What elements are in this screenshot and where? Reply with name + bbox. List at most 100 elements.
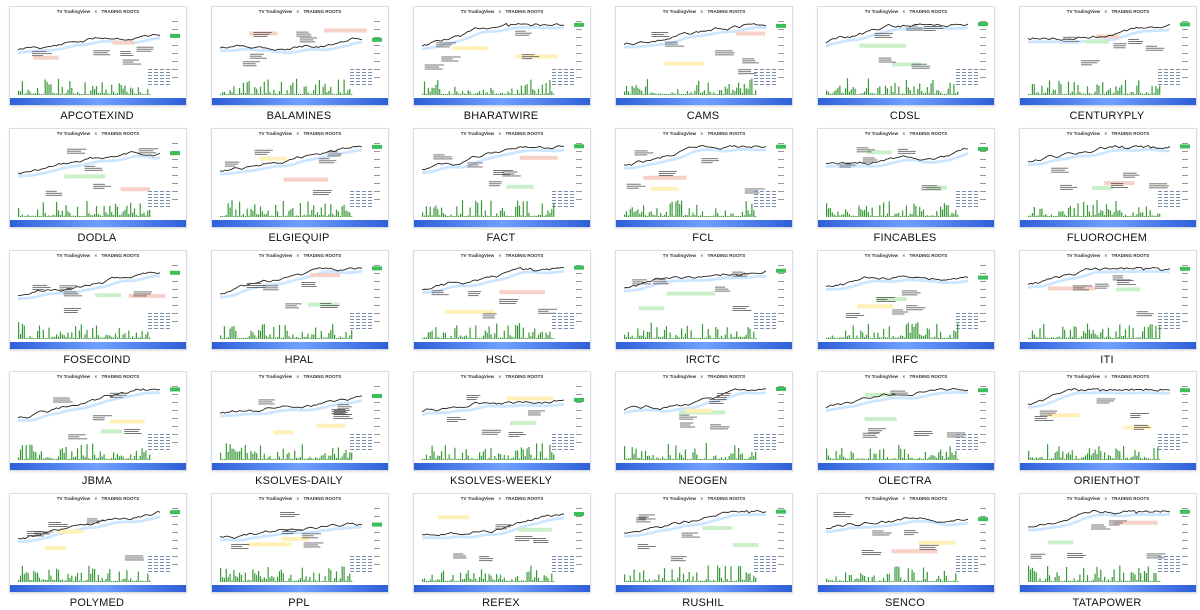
separator-icon: ✕ (498, 374, 502, 379)
ema-band (220, 399, 362, 418)
chart-thumbnail[interactable]: TV TradingView ✕ TRADING ROOTS (817, 250, 995, 350)
chart-thumbnail[interactable]: TV TradingView ✕ TRADING ROOTS (817, 128, 995, 228)
annotation-note (906, 25, 924, 31)
gallery-tile[interactable]: TV TradingView ✕ TRADING ROOTS HSCL (411, 250, 591, 366)
gallery-tile[interactable]: TV TradingView ✕ TRADING ROOTS REFEX (411, 493, 591, 609)
gallery-tile[interactable]: TV TradingView ✕ TRADING ROOTS FINCABLES (815, 128, 995, 244)
chart-thumbnail[interactable]: TV TradingView ✕ TRADING ROOTS (615, 493, 793, 593)
gallery-tile[interactable]: TV TradingView ✕ TRADING ROOTS ORIENTHOT (1017, 371, 1197, 487)
tile-caption[interactable]: FINCABLES (873, 232, 937, 244)
gallery-tile[interactable]: TV TradingView ✕ TRADING ROOTS APCOTEXIND (7, 6, 187, 122)
chart-thumbnail[interactable]: TV TradingView ✕ TRADING ROOTS (9, 128, 187, 228)
chart-thumbnail[interactable]: TV TradingView ✕ TRADING ROOTS (1019, 128, 1197, 228)
tile-caption[interactable]: TATAPOWER (1072, 597, 1142, 609)
chart-thumbnail[interactable]: TV TradingView ✕ TRADING ROOTS (1019, 6, 1197, 106)
chart-thumbnail[interactable]: TV TradingView ✕ TRADING ROOTS (817, 493, 995, 593)
gallery-tile[interactable]: TV TradingView ✕ TRADING ROOTS KSOLVES-WEEK… (411, 371, 591, 487)
gallery-tile[interactable]: TV TradingView ✕ TRADING ROOTS IRCTC (613, 250, 793, 366)
gallery-tile[interactable]: TV TradingView ✕ TRADING ROOTS TATAPOWER (1017, 493, 1197, 609)
tile-caption[interactable]: HSCL (485, 354, 517, 366)
chart-thumbnail[interactable]: TV TradingView ✕ TRADING ROOTS (9, 493, 187, 593)
gallery-tile[interactable]: TV TradingView ✕ TRADING ROOTS ELGIEQUIP (209, 128, 389, 244)
tile-caption[interactable]: BALAMINES (266, 110, 332, 122)
gallery-tile[interactable]: TV TradingView ✕ TRADING ROOTS OLECTRA (815, 371, 995, 487)
tile-caption[interactable]: CDSL (889, 110, 921, 122)
gallery-tile[interactable]: TV TradingView ✕ TRADING ROOTS ITI (1017, 250, 1197, 366)
annotation-note (495, 524, 512, 530)
tile-caption[interactable]: FLUOROCHEM (1066, 232, 1148, 244)
gallery-tile[interactable]: TV TradingView ✕ TRADING ROOTS CDSL (815, 6, 995, 122)
chart-thumbnail[interactable]: TV TradingView ✕ TRADING ROOTS (413, 250, 591, 350)
gallery-tile[interactable]: TV TradingView ✕ TRADING ROOTS BHARATWIRE (411, 6, 591, 122)
tile-caption[interactable]: JBMA (81, 475, 113, 487)
chart-thumbnail[interactable]: TV TradingView ✕ TRADING ROOTS (413, 493, 591, 593)
tile-caption[interactable]: FOSECOIND (63, 354, 131, 366)
chart-thumbnail[interactable]: TV TradingView ✕ TRADING ROOTS (1019, 493, 1197, 593)
tile-caption[interactable]: FCL (692, 232, 714, 244)
gallery-tile[interactable]: TV TradingView ✕ TRADING ROOTS KSOLVES-DAIL… (209, 371, 389, 487)
chart-thumbnail[interactable]: TV TradingView ✕ TRADING ROOTS (413, 128, 591, 228)
tile-caption[interactable]: ORIENTHOT (1073, 475, 1141, 487)
tile-caption[interactable]: DODLA (77, 232, 117, 244)
tile-caption[interactable]: OLECTRA (878, 475, 932, 487)
chart-thumbnail[interactable]: TV TradingView ✕ TRADING ROOTS (413, 6, 591, 106)
annotation-note (892, 309, 909, 315)
gallery-tile[interactable]: TV TradingView ✕ TRADING ROOTS FOSECOIND (7, 250, 187, 366)
chart-thumbnail[interactable]: TV TradingView ✕ TRADING ROOTS (211, 128, 389, 228)
tile-caption[interactable]: SENCO (884, 597, 926, 609)
gallery-tile[interactable]: TV TradingView ✕ TRADING ROOTS FLUOROCHEM (1017, 128, 1197, 244)
tile-caption[interactable]: ITI (1100, 354, 1114, 366)
gallery-tile[interactable]: TV TradingView ✕ TRADING ROOTS DODLA (7, 128, 187, 244)
tile-caption[interactable]: CAMS (686, 110, 720, 122)
tradingroots-logo: TRADING ROOTS (505, 131, 544, 136)
tradingview-logo: TV TradingView (258, 374, 293, 379)
gallery-tile[interactable]: TV TradingView ✕ TRADING ROOTS RUSHIL (613, 493, 793, 609)
chart-thumbnail[interactable]: TV TradingView ✕ TRADING ROOTS (1019, 371, 1197, 471)
chart-thumbnail[interactable]: TV TradingView ✕ TRADING ROOTS (211, 371, 389, 471)
chart-thumbnail[interactable]: TV TradingView ✕ TRADING ROOTS (615, 6, 793, 106)
chart-thumbnail[interactable]: TV TradingView ✕ TRADING ROOTS (615, 128, 793, 228)
tile-caption[interactable]: HPAL (284, 354, 314, 366)
chart-thumbnail[interactable]: TV TradingView ✕ TRADING ROOTS (817, 371, 995, 471)
gallery-tile[interactable]: TV TradingView ✕ TRADING ROOTS IRFC (815, 250, 995, 366)
chart-thumbnail[interactable]: TV TradingView ✕ TRADING ROOTS (9, 371, 187, 471)
tile-caption[interactable]: FACT (486, 232, 516, 244)
chart-thumbnail[interactable]: TV TradingView ✕ TRADING ROOTS (211, 493, 389, 593)
gallery-tile[interactable]: TV TradingView ✕ TRADING ROOTS HPAL (209, 250, 389, 366)
tile-caption[interactable]: BHARATWIRE (463, 110, 539, 122)
gallery-tile[interactable]: TV TradingView ✕ TRADING ROOTS PPL (209, 493, 389, 609)
tile-caption[interactable]: CENTURYPLY (1069, 110, 1145, 122)
chart-thumbnail[interactable]: TV TradingView ✕ TRADING ROOTS (413, 371, 591, 471)
gallery-tile[interactable]: TV TradingView ✕ TRADING ROOTS JBMA (7, 371, 187, 487)
stats-table (552, 69, 574, 85)
gallery-tile[interactable]: TV TradingView ✕ TRADING ROOTS POLYMED (7, 493, 187, 609)
tile-caption[interactable]: IRCTC (685, 354, 721, 366)
chart-thumbnail[interactable]: TV TradingView ✕ TRADING ROOTS (817, 6, 995, 106)
tile-caption[interactable]: RUSHIL (682, 597, 724, 609)
chart-thumbnail[interactable]: TV TradingView ✕ TRADING ROOTS (211, 6, 389, 106)
annotation-note (710, 424, 730, 430)
gallery-tile[interactable]: TV TradingView ✕ TRADING ROOTS CENTURYPLY (1017, 6, 1197, 122)
tile-caption[interactable]: NEOGEN (678, 475, 728, 487)
gallery-tile[interactable]: TV TradingView ✕ TRADING ROOTS FCL (613, 128, 793, 244)
tile-caption[interactable]: ELGIEQUIP (268, 232, 330, 244)
chart-thumbnail[interactable]: TV TradingView ✕ TRADING ROOTS (615, 371, 793, 471)
gallery-tile[interactable]: TV TradingView ✕ TRADING ROOTS NEOGEN (613, 371, 793, 487)
tile-caption[interactable]: KSOLVES-DAILY (255, 475, 343, 487)
tile-caption[interactable]: KSOLVES-WEEKLY (449, 475, 553, 487)
gallery-tile[interactable]: TV TradingView ✕ TRADING ROOTS SENCO (815, 493, 995, 609)
tile-caption[interactable]: IRFC (891, 354, 919, 366)
tile-caption[interactable]: APCOTEXIND (60, 110, 134, 122)
tile-caption[interactable]: REFEX (482, 597, 520, 609)
chart-thumbnail[interactable]: TV TradingView ✕ TRADING ROOTS (211, 250, 389, 350)
tile-caption[interactable]: POLYMED (69, 597, 125, 609)
chart-thumbnail[interactable]: TV TradingView ✕ TRADING ROOTS (615, 250, 793, 350)
gallery-tile[interactable]: TV TradingView ✕ TRADING ROOTS FACT (411, 128, 591, 244)
chart-thumbnail[interactable]: TV TradingView ✕ TRADING ROOTS (1019, 250, 1197, 350)
chart-thumbnail[interactable]: TV TradingView ✕ TRADING ROOTS (9, 6, 187, 106)
gallery-tile[interactable]: TV TradingView ✕ TRADING ROOTS CAMS (613, 6, 793, 122)
gallery-tile[interactable]: TV TradingView ✕ TRADING ROOTS BALAMINES (209, 6, 389, 122)
chart-thumbnail[interactable]: TV TradingView ✕ TRADING ROOTS (9, 250, 187, 350)
tile-caption[interactable]: PPL (288, 597, 310, 609)
annotation-note (318, 158, 337, 164)
